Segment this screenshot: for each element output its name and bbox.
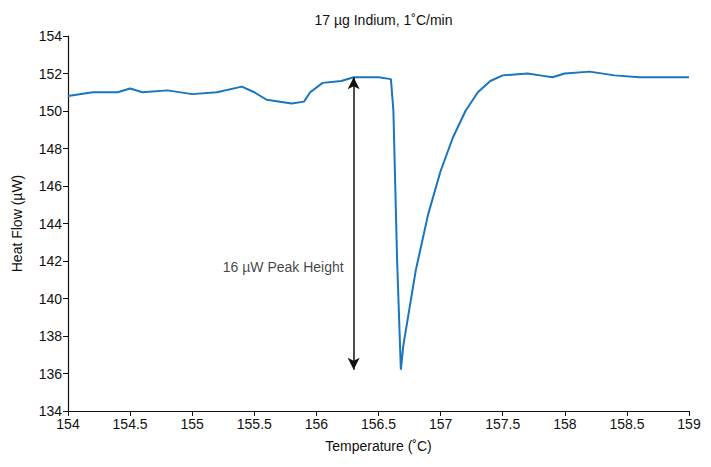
svg-text:148: 148 [39,141,63,157]
svg-text:17 µg Indium, 1˚C/min: 17 µg Indium, 1˚C/min [314,12,452,28]
svg-text:156.5: 156.5 [361,416,396,432]
svg-text:134: 134 [38,403,62,419]
svg-text:140: 140 [39,291,63,307]
svg-text:142: 142 [39,253,63,269]
svg-text:154.5: 154.5 [113,416,148,432]
svg-text:155.5: 155.5 [237,416,272,432]
svg-text:16 µW Peak Height: 16 µW Peak Height [223,259,344,275]
svg-text:157: 157 [429,416,453,432]
svg-text:157.5: 157.5 [485,416,520,432]
svg-text:154: 154 [56,416,80,432]
svg-text:154: 154 [39,28,63,44]
svg-text:152: 152 [39,66,63,82]
svg-text:144: 144 [39,216,63,232]
svg-text:146: 146 [39,178,63,194]
svg-text:156: 156 [305,416,329,432]
svg-text:159: 159 [677,416,701,432]
svg-text:155: 155 [181,416,205,432]
svg-text:158.5: 158.5 [609,416,644,432]
svg-text:150: 150 [39,103,63,119]
svg-text:Temperature (˚C): Temperature (˚C) [325,438,432,454]
svg-text:136: 136 [39,366,63,382]
svg-text:158: 158 [553,416,577,432]
svg-text:Heat Flow (µW): Heat Flow (µW) [9,175,25,273]
svg-text:138: 138 [39,328,63,344]
